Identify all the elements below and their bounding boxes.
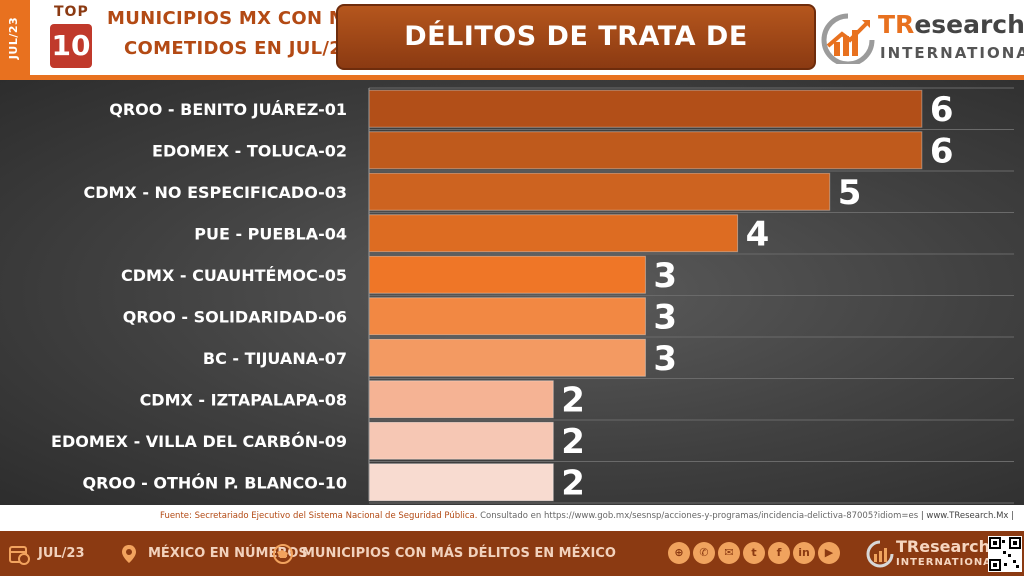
category-label: QROO - SOLIDARIDAD-06	[123, 307, 347, 326]
tresearch-logo: TResearch INTERNATIONAL	[820, 8, 1024, 70]
category-label: BC - TIJUANA-07	[203, 349, 347, 368]
title-box: DÉLITOS DE TRATA DE PERSONAS	[336, 4, 816, 114]
grid-lines	[369, 87, 1014, 504]
subtitle-line-1: MUNICIPIOS MX CON MÁS	[107, 8, 375, 29]
bar	[368, 255, 646, 294]
date-strip-text: JUL/23	[7, 16, 20, 60]
source-prefix: Fuente: Secretariado Ejecutivo del Siste…	[160, 511, 478, 521]
category-label: CDMX - CUAUHTÉMOC-05	[121, 266, 347, 285]
category-label: EDOMEX - TOLUCA-02	[152, 141, 347, 160]
value-label: 3	[653, 339, 677, 379]
category-label: CDMX - IZTAPALAPA-08	[140, 390, 347, 409]
source-consulted: Consultado en https://www.gob.mx/sesnsp/…	[477, 511, 919, 521]
bar	[368, 172, 831, 211]
globe-icon[interactable]: ⊕	[668, 542, 690, 564]
footer-municipios-label: MUNICIPIOS CON MÁS DÉLITOS EN MÉXICO	[302, 546, 616, 561]
source-site: | www.TResearch.Mx |	[918, 511, 1014, 521]
header: JUL/23 TOP 10 MUNICIPIOS MX CON MÁS COME…	[0, 0, 1024, 114]
footer-mexico: MÉXICO EN NÚMEROS	[118, 531, 308, 576]
header-divider	[0, 75, 1024, 80]
bar	[368, 421, 554, 460]
value-label: 5	[838, 173, 862, 213]
phone-icon[interactable]: ✆	[693, 542, 715, 564]
social-links: ⊕ ✆ ✉ t f in ▶	[668, 542, 840, 564]
logo-name: TResearch	[878, 10, 1024, 39]
category-label: QROO - BENITO JUÁREZ-01	[109, 100, 347, 119]
logo-subtitle: INTERNATIONAL	[880, 44, 1024, 62]
youtube-icon[interactable]: ▶	[818, 542, 840, 564]
source-text: Fuente: Secretariado Ejecutivo del Siste…	[160, 511, 1014, 521]
footer-date-label: JUL/23	[38, 546, 85, 561]
bars	[368, 89, 923, 502]
subtitle-line-2: COMETIDOS EN JUL/23	[124, 38, 355, 59]
footer-logo: TResearch INTERNATIONAL	[866, 535, 998, 573]
footer-logo-icon	[866, 540, 894, 568]
footer-logo-sub: INTERNATIONAL	[896, 557, 1000, 568]
top-number-badge: 10	[50, 24, 92, 68]
logo-name-rest: esearch	[914, 10, 1024, 39]
calendar-icon	[9, 545, 30, 565]
value-label: 2	[561, 380, 585, 420]
footer-date: JUL/23	[8, 531, 85, 576]
value-label: 3	[653, 256, 677, 296]
category-labels: QROO - BENITO JUÁREZ-01 EDOMEX - TOLUCA-0…	[51, 100, 347, 493]
bar	[368, 131, 923, 170]
value-label: 2	[561, 463, 585, 503]
page-title: DÉLITOS DE TRATA DE PERSONAS	[404, 21, 748, 114]
bar-chart: QROO - BENITO JUÁREZ-01 EDOMEX - TOLUCA-0…	[51, 87, 1014, 504]
footer: JUL/23 MÉXICO EN NÚMEROS MUNICIPIOS CON …	[0, 531, 1024, 576]
facebook-icon[interactable]: f	[768, 542, 790, 564]
map-icon	[273, 543, 293, 564]
footer-logo-name: TResearch	[896, 537, 991, 556]
footer-municipios: MUNICIPIOS CON MÁS DÉLITOS EN MÉXICO	[272, 531, 616, 576]
bar	[368, 297, 646, 336]
value-label: 4	[746, 214, 770, 254]
bar	[368, 214, 739, 253]
category-label: EDOMEX - VILLA DEL CARBÓN-09	[51, 432, 347, 451]
footer-mexico-label: MÉXICO EN NÚMEROS	[148, 546, 308, 561]
twitter-icon[interactable]: t	[743, 542, 765, 564]
category-label: CDMX - NO ESPECIFICADO-03	[83, 183, 347, 202]
value-label: 2	[561, 422, 585, 462]
bar	[368, 89, 923, 128]
qr-code-icon[interactable]	[988, 536, 1022, 572]
map-pin-icon	[122, 544, 136, 563]
value-label: 3	[653, 297, 677, 337]
value-label: 6	[930, 90, 954, 130]
linkedin-icon[interactable]: in	[793, 542, 815, 564]
date-strip: JUL/23	[0, 0, 30, 76]
logo-name-tr: TR	[878, 10, 915, 39]
source-bar: Fuente: Secretariado Ejecutivo del Siste…	[0, 505, 1024, 531]
bar	[368, 463, 554, 502]
chart-logo-icon	[821, 13, 875, 64]
bar	[368, 380, 554, 419]
category-label: QROO - OTHÓN P. BLANCO-10	[82, 473, 347, 492]
bar	[368, 338, 646, 377]
top-label: TOP	[54, 4, 89, 20]
chart-panel: QROO - BENITO JUÁREZ-01 EDOMEX - TOLUCA-0…	[0, 80, 1024, 505]
mail-icon[interactable]: ✉	[718, 542, 740, 564]
value-label: 6	[930, 131, 954, 171]
category-label: PUE - PUEBLA-04	[194, 224, 347, 243]
